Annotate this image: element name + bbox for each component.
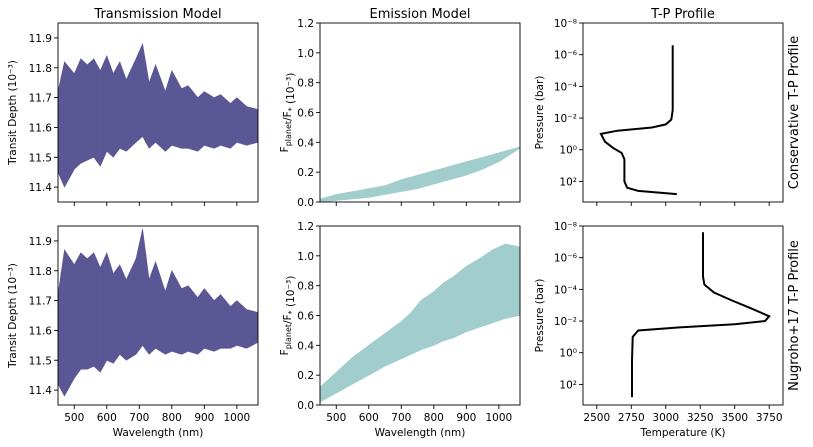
y-tick-label: 0.4 [297,137,314,149]
tp-profile-line-tp-top [599,45,677,196]
x-tick-label: 3250 [687,412,714,424]
panel-tp-top: 10⁻⁸ 10⁻⁶ 10⁻⁴ 10⁻² 10⁰ 10² Pressure (bar) [534,18,784,206]
y-tick-label: 0.0 [297,197,314,209]
y-tick-label: 10² [559,379,577,391]
spectrum-band-emis-top [320,146,520,202]
x-tick-label: 2500 [583,412,610,424]
x-tick-label: 700 [129,412,149,424]
y-tick-label: 0.4 [297,340,314,352]
y-tick-label: 1.2 [297,18,314,30]
panel-emis-bottom: 500 600 700 800 900 1000 0.0 0.2 0.4 0.6 0.8 1.0 1.2… [279,221,521,439]
y-axis-label: Transit Depth (10⁻³) [7,60,19,166]
y-tick-label: 11.6 [29,122,53,134]
x-tick-label: 1000 [223,412,250,424]
x-tick-label: 900 [456,412,476,424]
y-tick-label: 11.8 [29,266,52,278]
x-tick-label: 600 [359,412,379,424]
y-tick-label: 1.2 [297,221,314,233]
x-tick-label: 500 [64,412,84,424]
tp-profile-line-tp-bottom [631,232,771,398]
y-tick-label: 10⁻⁶ [554,50,577,62]
y-tick-label: 11.6 [29,325,53,337]
y-tick-label: 0.8 [297,281,314,293]
y-tick-label: 11.9 [29,33,52,45]
y-tick-label: 11.4 [29,182,53,194]
column-title: Emission Model [369,7,470,22]
row-label: Conservative T-P Profile [787,36,802,189]
y-axis-label: Pressure (bar) [534,76,546,150]
row-label: Nugroho+17 T-P Profile [787,240,802,391]
y-tick-label: 0.2 [297,167,314,179]
y-tick-label: 10² [559,176,577,188]
x-tick-label: 600 [97,412,117,424]
axes-frame [57,22,259,203]
y-tick-label: 10⁻⁶ [554,253,577,265]
x-tick-label: 3500 [721,412,748,424]
y-tick-label: 1.0 [297,48,314,60]
x-axis-label: Wavelength (nm) [113,427,204,439]
y-tick-label: 0.0 [297,400,314,412]
y-tick-label: 10⁻⁴ [554,284,577,296]
x-tick-label: 800 [424,412,444,424]
x-tick-label: 700 [391,412,411,424]
y-tick-label: 0.6 [297,311,314,323]
y-axis-label: Fplanet/F* (10⁻³)F_planet/F_* (10⁻³) [279,73,297,153]
y-tick-label: 10⁻⁸ [554,221,577,233]
y-tick-label: 10⁻² [554,316,577,328]
x-tick-label: 3750 [756,412,783,424]
y-tick-label: 10⁻⁸ [554,18,577,30]
y-axis-label: Transit Depth (10⁻³) [7,263,19,369]
panel-trans-top: 11.4 11.5 11.6 11.7 11.8 11.9 Transit Depth (1… [7,22,259,206]
spectrum-band-emis-bottom [320,243,520,403]
y-tick-label: 11.7 [29,93,52,105]
y-tick-label: 11.8 [29,63,52,75]
x-axis-label: Wavelength (nm) [375,427,466,439]
x-tick-label: 800 [162,412,182,424]
y-tick-label: 0.8 [297,78,314,90]
panel-trans-bottom: 500 600 700 800 900 1000 11.4 11.5 11.6 11.7 11.8 1… [7,225,259,439]
y-axis-label: Fplanet/F* (10⁻³)F_planet/F_* (10⁻³) [279,276,297,356]
x-tick-label: 3000 [652,412,679,424]
y-tick-label: 11.5 [29,355,52,367]
column-title: T-P Profile [650,7,715,22]
axes-frame [582,22,784,203]
y-axis-label: Pressure (bar) [534,279,546,353]
panel-tp-bottom: 2500 2750 3000 3250 3500 3750 10⁻⁸ 10⁻⁶ 10⁻⁴ 10⁻²… [534,221,784,439]
y-tick-label: 11.5 [29,152,52,164]
y-tick-label: 1.0 [297,251,314,263]
y-tick-label: 11.7 [29,296,52,308]
y-tick-label: 11.9 [29,236,52,248]
spectrum-band-trans-bottom [58,228,258,397]
axes-frame [582,225,784,406]
axes-frame [57,225,259,406]
y-tick-label: 10⁰ [559,348,577,360]
spectrum-band-trans-top [58,42,258,188]
y-tick-label: 0.6 [297,108,314,120]
x-tick-label: 900 [194,412,214,424]
x-axis-label: Temperature (K) [640,427,726,439]
x-tick-label: 1000 [485,412,512,424]
x-tick-label: 2750 [618,412,645,424]
panel-emis-top: 0.0 0.2 0.4 0.6 0.8 1.0 1.2 Fplanet/F* (10⁻³)F_… [279,18,521,209]
y-tick-label: 10⁻² [554,113,577,125]
y-tick-label: 10⁰ [559,145,577,157]
y-tick-label: 11.4 [29,385,53,397]
x-tick-label: 500 [326,412,346,424]
y-tick-label: 10⁻⁴ [554,81,577,93]
column-title: Transmission Model [93,7,221,22]
y-tick-label: 0.2 [297,370,314,382]
